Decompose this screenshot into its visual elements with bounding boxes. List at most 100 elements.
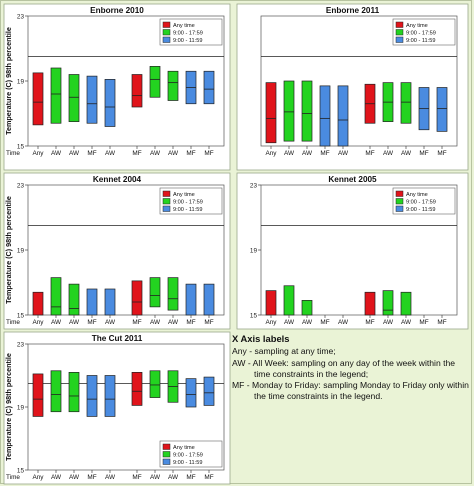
box-mark [319, 85, 331, 147]
y-axis-label: Temperature (C) 98th percentile [4, 27, 13, 135]
y-tick-label: 15 [17, 468, 25, 475]
x-tick-label: MF [204, 319, 213, 326]
x-tick-label: AW [338, 150, 349, 157]
x-tick-label: AW [105, 150, 116, 157]
box-mark [203, 70, 215, 105]
x-tick-label: AW [105, 319, 116, 326]
box-mark [265, 82, 277, 144]
chart-title: Kennet 2005 [328, 175, 377, 184]
legend-entry-label: 9:00 - 11:59 [173, 460, 202, 466]
x-tick-label: AW [168, 319, 179, 326]
box-mark [382, 290, 394, 316]
legend-entry-label: 9:00 - 17:59 [173, 453, 203, 459]
legend-entry-label: Any time [173, 192, 195, 198]
x-tick-label: AW [51, 474, 62, 481]
x-tick-label: MF [437, 150, 446, 157]
x-tick-label: AW [284, 150, 295, 157]
legend-swatch [162, 36, 171, 43]
x-tick-label: MF [365, 150, 374, 157]
x-tick-label: MF [365, 319, 374, 326]
note-line-all-week-cont: time constraints in the legend; [254, 368, 369, 379]
y-tick-label: 23 [250, 183, 258, 190]
box-mark [86, 288, 98, 316]
x-tick-label: MF [419, 319, 428, 326]
box-mark [364, 291, 376, 316]
x-tick-label: MF [186, 150, 195, 157]
x-axis-labels-note: X Axis labels Any - sampling at any time… [232, 333, 470, 403]
legend-swatch [162, 190, 171, 197]
x-axis-label: Time [6, 319, 20, 326]
box-mark [185, 283, 197, 316]
legend-swatch [395, 198, 404, 205]
legend-entry-label: 9:00 - 11:59 [406, 38, 435, 44]
box-mark [167, 277, 179, 311]
legend: Any time 9:00 - 17:599:00 - 11:59 [159, 187, 223, 215]
chart-panel-1: Enborne 2010 15 19 23 Temperature (C) 98th p… [3, 3, 231, 171]
box-mark [104, 79, 116, 127]
box-mark [149, 370, 161, 398]
legend-box [159, 187, 223, 215]
legend: Any time 9:00 - 17:599:00 - 11:59 [159, 18, 223, 46]
legend-box [159, 18, 223, 46]
box-mark [283, 80, 295, 142]
x-tick-label: MF [204, 474, 213, 481]
chart-title: Kennet 2004 [93, 175, 142, 184]
x-tick-label: AW [284, 319, 295, 326]
y-tick-label: 15 [17, 313, 25, 320]
box-mark [301, 80, 313, 142]
x-tick-label: AW [302, 150, 313, 157]
legend-box [392, 187, 456, 215]
box-mark [32, 373, 44, 417]
legend-entry-label: Any time [406, 192, 428, 198]
x-tick-label: Any [32, 319, 44, 326]
note-line-monday-friday-cont: the time constraints in the legend. [254, 391, 383, 402]
box-mark [203, 376, 215, 406]
x-tick-label: Any [32, 150, 44, 157]
chart-panel-5: The Cut 2011 15 19 23 Temperature (C) 98th p… [3, 331, 231, 485]
y-tick-label: 23 [17, 183, 25, 190]
x-tick-label: AW [69, 319, 80, 326]
box-mark [50, 370, 62, 413]
x-tick-label: Any [32, 474, 44, 481]
legend-swatch [162, 29, 171, 36]
chart-panel-4: Kennet 2005 15 19 23 Any AW AW MF AW MF AW AW MF MF An… [236, 172, 469, 330]
x-tick-label: MF [320, 319, 329, 326]
x-tick-label: Any [265, 319, 277, 326]
note-line-all-week: AW - All Week: sampling on any day of th… [232, 357, 456, 368]
box-mark [131, 74, 143, 108]
legend-swatch [395, 36, 404, 43]
y-tick-label: 19 [17, 248, 25, 255]
y-tick-label: 19 [250, 248, 258, 255]
y-axis-label: Temperature (C) 98th percentile [4, 353, 13, 461]
box-mark [436, 87, 448, 132]
x-tick-label: MF [87, 474, 96, 481]
box-mark [32, 291, 44, 316]
legend-entry-label: 9:00 - 17:59 [173, 200, 203, 206]
legend-swatch [162, 451, 171, 458]
x-tick-label: AW [150, 474, 161, 481]
legend-entry-label: 9:00 - 11:59 [173, 207, 202, 213]
x-tick-label: MF [132, 150, 141, 157]
y-tick-label: 23 [17, 14, 25, 21]
x-tick-label: AW [69, 150, 80, 157]
x-axis-labels-heading: X Axis labels [232, 333, 290, 344]
box-mark [104, 375, 116, 417]
box-mark [32, 72, 44, 126]
legend-swatch [395, 190, 404, 197]
note-line-monday-friday: MF - Monday to Friday: sampling Monday t… [232, 380, 469, 391]
x-tick-label: AW [51, 319, 62, 326]
box-mark [68, 74, 80, 122]
legend: Any time 9:00 - 17:599:00 - 11:59 [159, 440, 223, 468]
x-axis-label: Time [6, 474, 20, 481]
x-tick-label: MF [132, 474, 141, 481]
box-mark [301, 300, 313, 316]
legend-entry-label: Any time [406, 23, 428, 29]
x-tick-label: Any [265, 150, 277, 157]
box-mark [131, 372, 143, 406]
legend-box [392, 18, 456, 46]
x-tick-label: MF [87, 319, 96, 326]
box-mark [50, 67, 62, 124]
chart-title: Enborne 2010 [90, 6, 144, 15]
